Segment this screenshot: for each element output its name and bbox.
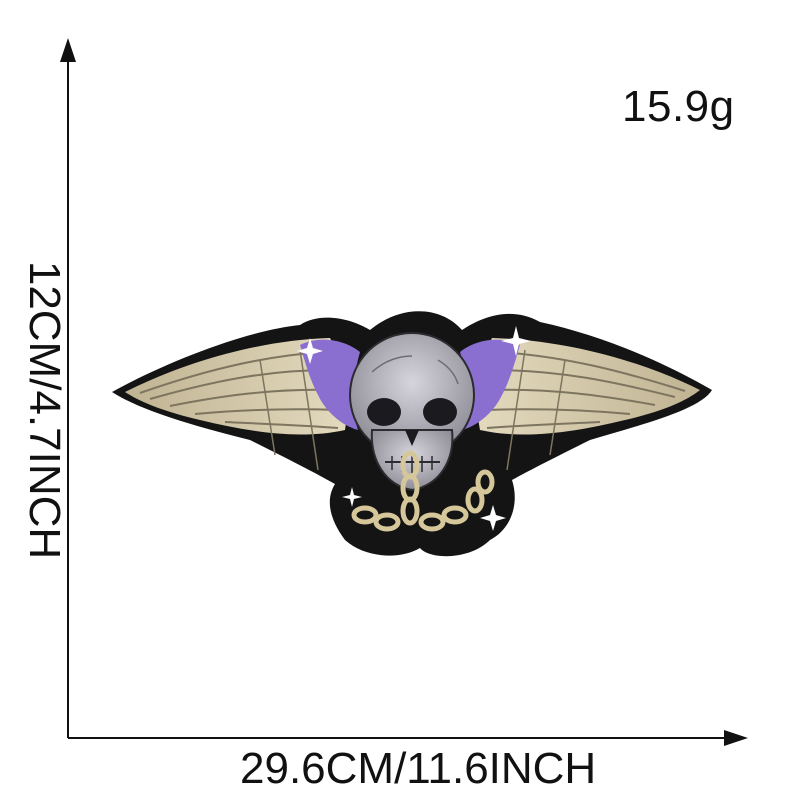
left-purple-accent	[300, 339, 360, 430]
sparkle-icon	[297, 326, 531, 531]
horizontal-axis-arrow-icon	[724, 730, 748, 746]
weight-label: 15.9g	[622, 82, 735, 131]
chain-icon	[351, 450, 495, 532]
width-dimension-label: 29.6CM/11.6INCH	[240, 744, 597, 793]
skull-icon	[349, 332, 475, 492]
right-purple-accent	[460, 339, 520, 430]
left-wing-icon	[125, 338, 347, 471]
right-wing-icon	[477, 338, 700, 471]
vertical-axis-arrow-icon	[60, 38, 76, 62]
